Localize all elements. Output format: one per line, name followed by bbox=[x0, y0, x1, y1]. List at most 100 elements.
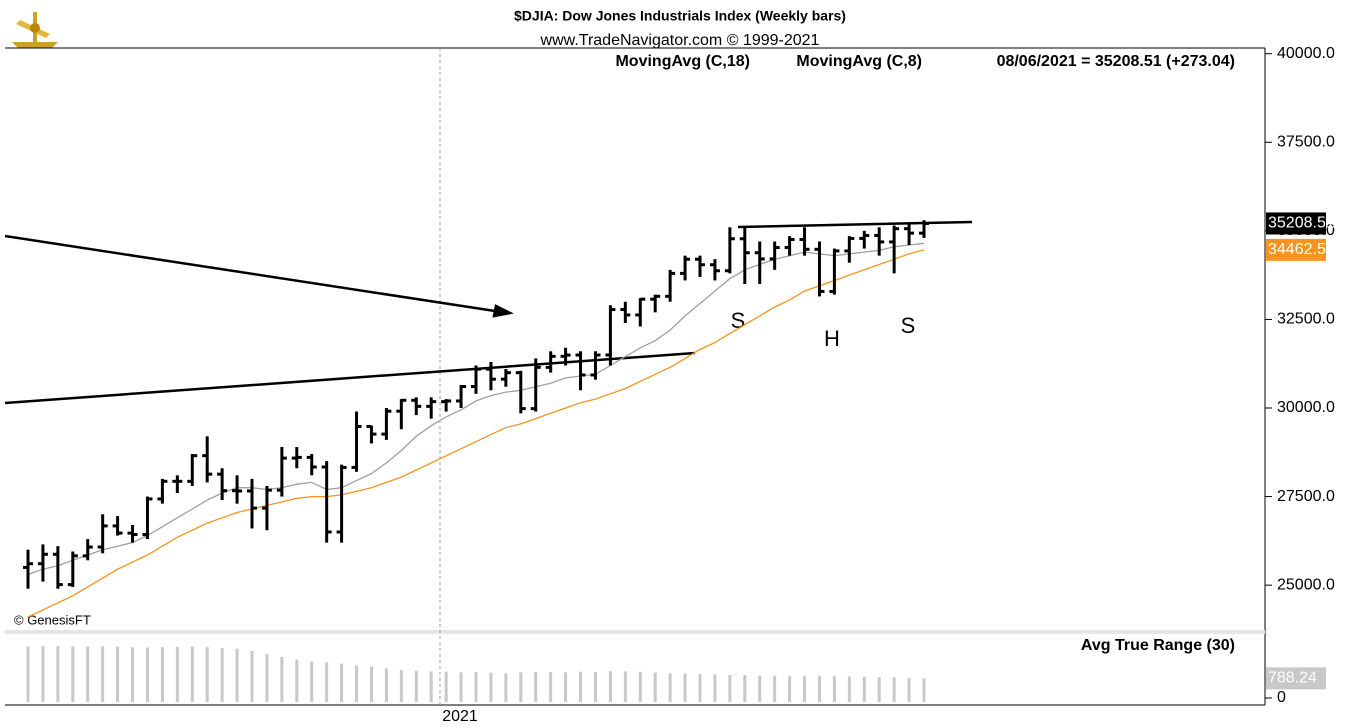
atr-bar bbox=[549, 672, 553, 702]
atr-bar bbox=[832, 676, 836, 702]
atr-bar bbox=[384, 668, 388, 702]
ohlc-bar bbox=[844, 236, 855, 263]
atr-bar bbox=[26, 646, 30, 702]
y-tick-label: 40000.0 bbox=[1277, 45, 1335, 62]
atr-bar bbox=[862, 676, 866, 702]
ohlc-bar bbox=[724, 227, 735, 274]
x-tick-label: 2021 bbox=[442, 708, 478, 725]
atr-bar bbox=[504, 673, 508, 702]
atr-bar bbox=[579, 671, 583, 702]
atr-bar bbox=[474, 672, 478, 702]
ohlc-bar bbox=[590, 351, 601, 380]
ohlc-bar bbox=[321, 461, 332, 543]
ohlc-bar bbox=[306, 454, 317, 476]
atr-bar bbox=[459, 672, 463, 702]
atr-bar bbox=[877, 677, 881, 702]
ohlc-bar bbox=[620, 301, 631, 323]
ohlc-bar bbox=[187, 454, 198, 486]
ohlc-bar bbox=[650, 294, 661, 313]
ohlc-bar bbox=[23, 549, 33, 589]
atr-bar bbox=[638, 671, 642, 702]
atr-bar bbox=[683, 673, 687, 702]
atr-bar bbox=[534, 672, 538, 702]
atr-bar bbox=[190, 646, 194, 702]
atr-bar bbox=[713, 674, 717, 702]
atr-bar bbox=[265, 654, 269, 702]
ohlc-bar bbox=[261, 485, 272, 531]
credit: © GenesisFT bbox=[14, 612, 91, 627]
ohlc-bar bbox=[441, 399, 452, 412]
ohlc-bar bbox=[127, 524, 138, 543]
ohlc-bar bbox=[560, 347, 571, 366]
atr-bar bbox=[101, 646, 105, 702]
atr-bar bbox=[280, 657, 284, 702]
panel-separator bbox=[5, 630, 1265, 634]
ohlc-bar bbox=[904, 223, 915, 246]
ohlc-bar bbox=[500, 369, 511, 387]
atr-bar bbox=[41, 646, 45, 702]
atr-bar bbox=[564, 672, 568, 702]
atr-bar bbox=[743, 675, 747, 702]
ohlc-bar bbox=[545, 351, 556, 373]
logo bbox=[12, 12, 58, 48]
ohlc-bar bbox=[605, 305, 616, 366]
ohlc-bar bbox=[97, 514, 108, 554]
ohlc-bar bbox=[635, 297, 646, 327]
ohlc-bar bbox=[680, 255, 691, 281]
ohlc-bar bbox=[82, 539, 93, 561]
atr-bar bbox=[847, 676, 851, 702]
ma-line bbox=[27, 249, 925, 618]
atr-bar bbox=[355, 665, 359, 702]
last-quote: 08/06/2021 = 35208.51 (+273.04) bbox=[997, 53, 1235, 70]
atr-bar bbox=[758, 675, 762, 702]
ohlc-bar bbox=[814, 241, 825, 297]
atr-bar bbox=[698, 674, 702, 702]
atr-bar bbox=[653, 672, 657, 702]
atr-bar bbox=[250, 651, 254, 702]
chart-subtitle: www.TradeNavigator.com © 1999-2021 bbox=[540, 32, 820, 49]
atr-bar bbox=[519, 672, 523, 702]
y-tick-label: 25000.0 bbox=[1277, 576, 1335, 593]
y-tick-label: 32500.0 bbox=[1277, 311, 1335, 328]
ohlc-bar bbox=[889, 225, 900, 274]
atr-bar bbox=[399, 669, 403, 702]
atr-bar bbox=[175, 646, 179, 702]
trendline bbox=[4, 234, 509, 315]
atr-bar bbox=[892, 677, 896, 702]
atr-bar bbox=[325, 662, 329, 702]
atr-bar bbox=[131, 647, 135, 702]
atr-bar bbox=[429, 671, 433, 702]
atr-bar bbox=[444, 671, 448, 702]
ohlc-bar bbox=[799, 227, 810, 256]
ohlc-bar bbox=[336, 464, 347, 543]
ohlc-bar bbox=[665, 269, 676, 302]
ohlc-bar bbox=[291, 446, 302, 469]
ohlc-bar bbox=[381, 407, 392, 440]
atr-bar bbox=[310, 661, 314, 702]
atr-bar bbox=[817, 675, 821, 702]
ohlc-bar bbox=[426, 397, 437, 419]
y-tick-label: 37500.0 bbox=[1277, 133, 1335, 150]
ohlc-bar bbox=[217, 468, 228, 501]
atr-last-label: 788.24 bbox=[1268, 670, 1317, 687]
last-close-label: 35208.51 bbox=[1268, 215, 1335, 232]
ohlc-bar bbox=[276, 446, 287, 497]
atr-bar bbox=[145, 647, 149, 702]
ohlc-bar bbox=[247, 478, 257, 529]
atr-bar bbox=[773, 675, 777, 702]
ohlc-bar bbox=[411, 397, 422, 416]
ohlc-bar bbox=[709, 259, 720, 281]
atr-bar bbox=[922, 678, 926, 702]
chart-title: $DJIA: Dow Jones Industrials Index (Week… bbox=[514, 8, 846, 24]
atr-bar bbox=[86, 646, 90, 702]
atr-bar bbox=[340, 663, 344, 702]
atr-bar bbox=[728, 675, 732, 702]
ohlc-bar bbox=[471, 365, 481, 394]
atr-bar bbox=[235, 648, 239, 702]
atr-bar bbox=[788, 676, 792, 702]
atr-bar bbox=[623, 671, 627, 702]
ohlc-bar bbox=[515, 370, 526, 414]
legend-ma18: MovingAvg (C,18) bbox=[615, 53, 750, 70]
legend-ma8: MovingAvg (C,8) bbox=[796, 53, 922, 70]
ohlc-bar bbox=[485, 361, 496, 391]
